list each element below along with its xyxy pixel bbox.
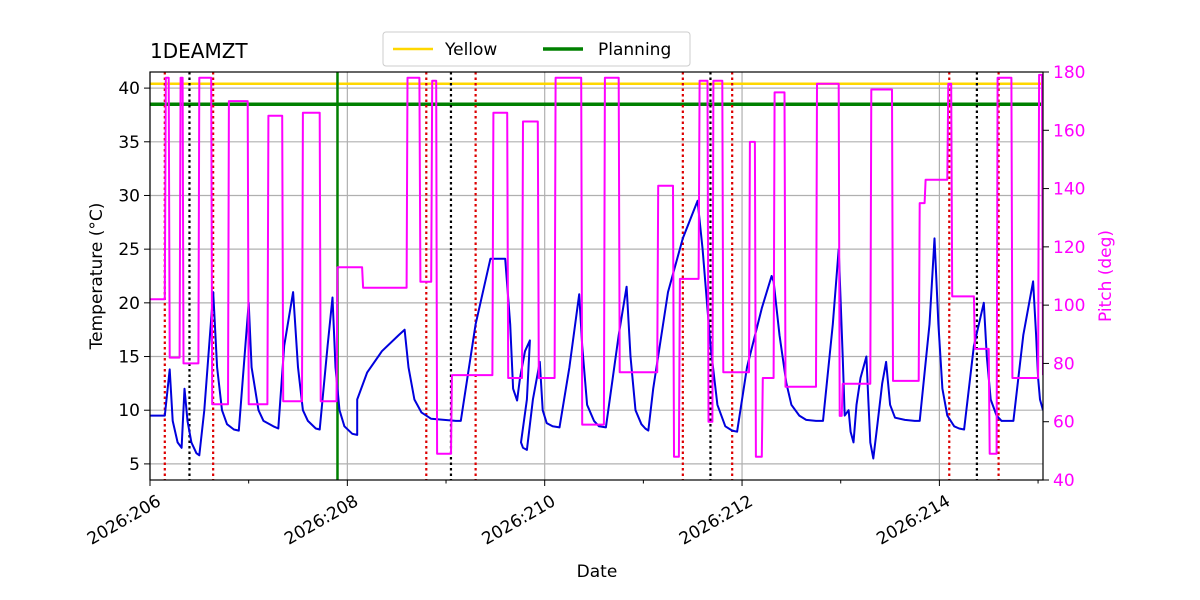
y2-tick-label: 40 <box>1053 471 1075 491</box>
y-tick-label: 20 <box>118 294 140 314</box>
y-tick-label: 25 <box>118 240 140 260</box>
y2-axis-label: Pitch (deg) <box>1096 230 1116 322</box>
y2-tick-label: 120 <box>1053 238 1085 258</box>
series-group <box>150 73 1043 460</box>
legend: Yellow Planning <box>382 31 691 67</box>
limit-lines <box>150 82 1043 106</box>
y-tick-label: 30 <box>118 186 140 206</box>
y-axis-left: 5 10 15 20 25 30 35 40 <box>118 79 150 475</box>
y-tick-label: 5 <box>129 455 140 475</box>
event-lines <box>163 72 1000 480</box>
y2-tick-label: 100 <box>1053 296 1085 316</box>
x-axis-label: Date <box>577 562 618 582</box>
y2-tick-label: 180 <box>1053 63 1085 83</box>
legend-label-planning: Planning <box>598 40 671 60</box>
y-tick-label: 35 <box>118 133 140 153</box>
temperature-series-line <box>150 199 1043 460</box>
plot-frame <box>149 71 1044 481</box>
y-axis-label: Temperature (°C) <box>87 203 107 351</box>
y2-tick-label: 60 <box>1053 413 1075 433</box>
y2-tick-label: 80 <box>1053 354 1075 374</box>
y-axis-right: 40 60 80 100 120 140 160 180 <box>1043 63 1085 491</box>
y2-tick-label: 140 <box>1053 180 1085 200</box>
legend-label-yellow: Yellow <box>444 40 497 60</box>
grid <box>149 72 1043 480</box>
y2-tick-label: 160 <box>1053 121 1085 141</box>
y-tick-label: 15 <box>118 348 140 368</box>
y-tick-label: 40 <box>118 79 140 99</box>
pitch-series-line <box>150 73 1043 458</box>
chart-title: 1DEAMZT <box>150 39 248 63</box>
legend-box <box>382 31 691 67</box>
y-tick-label: 10 <box>118 401 140 421</box>
